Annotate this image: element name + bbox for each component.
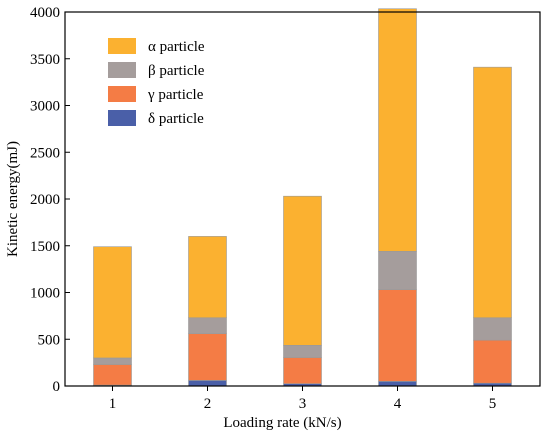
x-tick-label: 5	[489, 396, 497, 412]
y-tick-label: 4000	[30, 5, 60, 21]
bar-segment-4-cat-5	[473, 66, 512, 319]
bar-segment-4-cat-3	[283, 195, 322, 346]
legend-label: α particle	[148, 39, 205, 55]
y-axis: 0 500 1000 1500 2000 2500 3000 3500 4000	[30, 5, 70, 395]
legend-swatch	[108, 62, 136, 78]
bar-segment-3-cat-3	[283, 345, 322, 358]
bar-segment-4-cat-2	[188, 236, 227, 319]
bar-segment-1-cat-2	[188, 380, 227, 387]
bars-layer	[93, 8, 512, 387]
x-tick-label: 3	[299, 396, 307, 412]
bar-segment-4-cat-1	[93, 246, 132, 359]
x-tick-label: 2	[204, 396, 212, 412]
legend-swatch	[108, 38, 136, 54]
legend-label: δ particle	[148, 111, 204, 127]
x-axis-title: Loading rate (kN/s)	[223, 415, 341, 431]
y-tick-label: 2000	[30, 192, 60, 208]
bar-segment-3-cat-5	[473, 317, 512, 341]
x-axis: 1 2 3 4 5	[109, 386, 497, 412]
y-tick-label: 1000	[30, 286, 60, 302]
bar-segment-3-cat-2	[188, 317, 227, 334]
legend-label: β particle	[148, 63, 205, 79]
legend: α particle β particle γ particle δ particle	[108, 38, 205, 127]
y-tick-label: 1500	[30, 239, 60, 255]
y-tick-label: 3500	[30, 52, 60, 68]
bar-segment-3-cat-1	[93, 357, 132, 365]
y-tick-label: 500	[38, 332, 61, 348]
bar-segment-2-cat-1	[93, 364, 132, 386]
legend-swatch	[108, 86, 136, 102]
legend-label: γ particle	[147, 87, 204, 103]
bar-segment-3-cat-4	[378, 251, 417, 290]
x-tick-label: 1	[109, 396, 117, 412]
bar-segment-2-cat-3	[283, 357, 322, 384]
y-axis-title: Kinetic energy(mJ)	[5, 141, 21, 257]
y-tick-label: 3000	[30, 99, 60, 115]
bar-segment-2-cat-2	[188, 333, 227, 381]
bar-segment-2-cat-4	[378, 289, 417, 382]
legend-swatch	[108, 110, 136, 126]
bar-segment-1-cat-4	[378, 381, 417, 387]
y-tick-label: 0	[53, 379, 61, 395]
x-tick-label: 4	[394, 396, 402, 412]
bar-segment-2-cat-5	[473, 339, 512, 384]
y-tick-label: 2500	[30, 145, 60, 161]
bar-segment-4-cat-4	[378, 8, 417, 252]
